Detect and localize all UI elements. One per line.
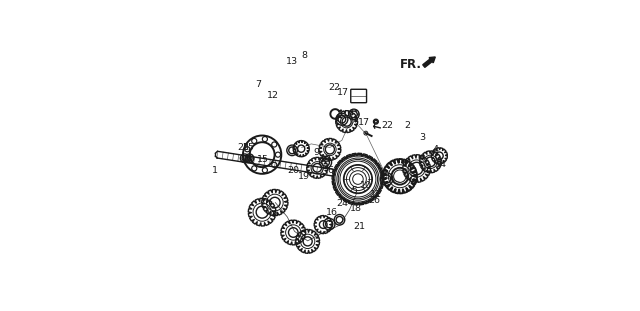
Text: 12: 12 <box>266 91 278 100</box>
Text: 3: 3 <box>420 133 426 142</box>
Text: 25: 25 <box>243 143 255 152</box>
Text: 11: 11 <box>370 190 382 199</box>
Text: 24: 24 <box>336 199 348 208</box>
Text: 25: 25 <box>237 143 250 152</box>
Text: 14: 14 <box>435 160 447 169</box>
Text: 8: 8 <box>302 51 308 60</box>
Text: 21: 21 <box>353 222 365 231</box>
Text: 15: 15 <box>257 155 269 164</box>
Text: 13: 13 <box>286 57 298 66</box>
Text: 19: 19 <box>298 172 310 181</box>
Text: 9: 9 <box>314 148 319 157</box>
FancyArrow shape <box>423 57 435 67</box>
Text: 5: 5 <box>351 186 357 195</box>
Text: 17: 17 <box>337 88 349 97</box>
Text: 18: 18 <box>350 204 362 213</box>
Text: 10: 10 <box>360 181 372 190</box>
Text: 4: 4 <box>432 145 438 154</box>
Text: 26: 26 <box>369 196 381 205</box>
Text: 1: 1 <box>212 166 218 175</box>
Text: 7: 7 <box>255 80 262 89</box>
Text: 17: 17 <box>358 118 369 127</box>
Text: 2: 2 <box>404 121 410 130</box>
Text: 22: 22 <box>381 121 394 130</box>
Text: 20: 20 <box>287 166 300 175</box>
Text: 23: 23 <box>319 155 331 164</box>
Text: 16: 16 <box>326 208 339 217</box>
Text: 22: 22 <box>329 83 340 92</box>
Text: FR.: FR. <box>400 58 422 71</box>
Text: 6: 6 <box>327 166 333 175</box>
